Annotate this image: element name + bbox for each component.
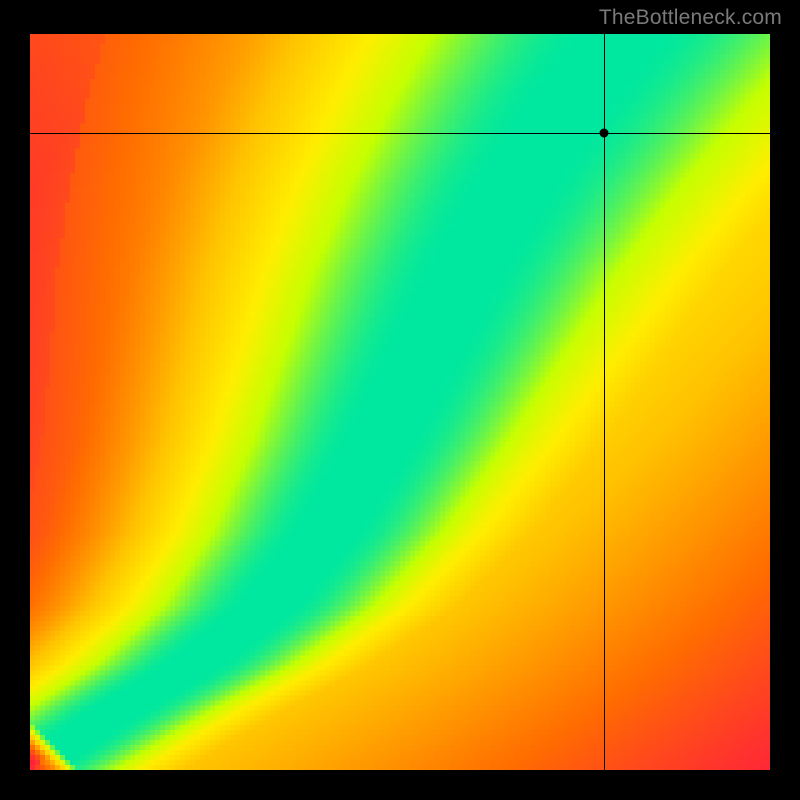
watermark-text: TheBottleneck.com	[599, 6, 782, 30]
crosshair-horizontal	[30, 133, 770, 134]
crosshair-vertical	[604, 34, 605, 770]
crosshair-marker	[599, 129, 608, 138]
heatmap-plot	[30, 34, 770, 770]
heatmap-canvas	[30, 34, 770, 770]
